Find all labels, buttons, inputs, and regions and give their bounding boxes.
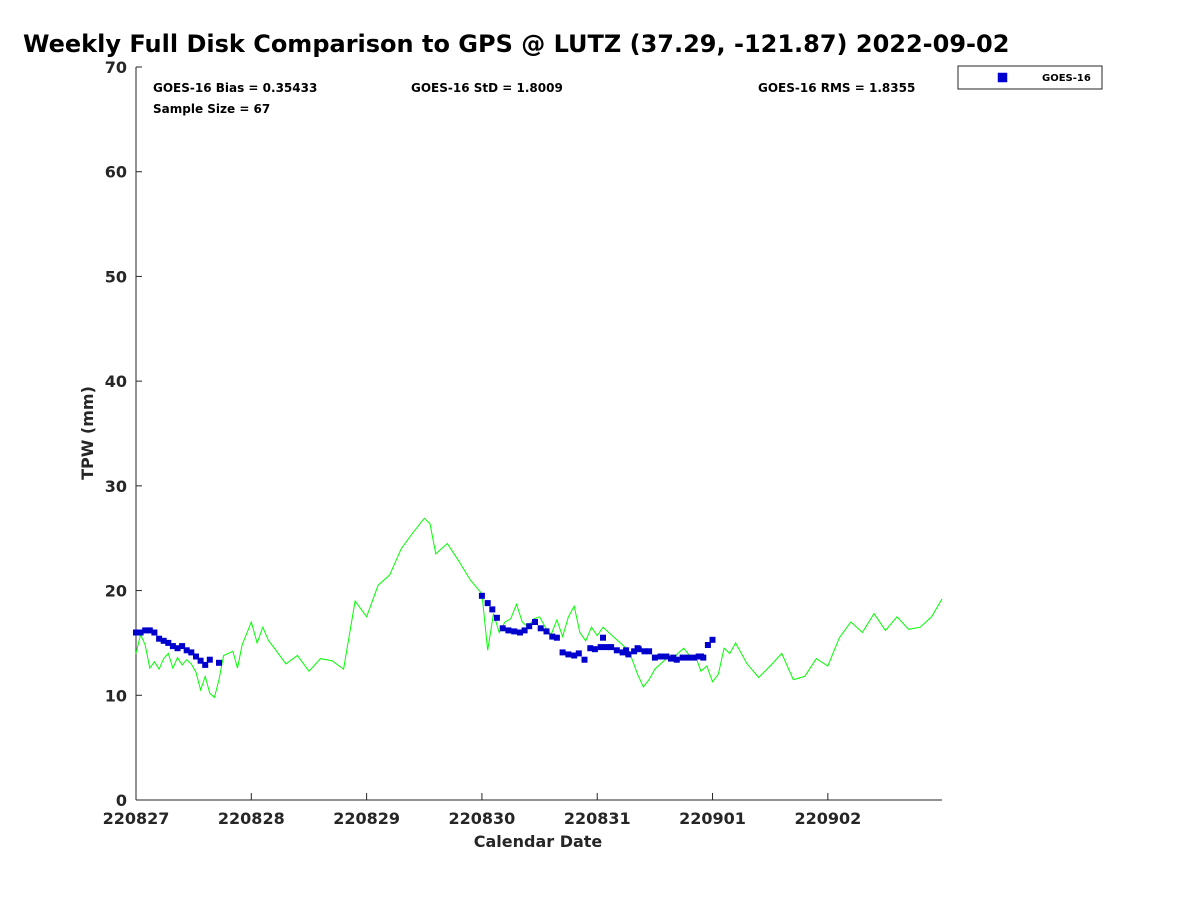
- goes16-point: [571, 652, 578, 659]
- goes16-point: [709, 636, 716, 643]
- goes16-point: [499, 625, 506, 632]
- goes16-point: [179, 643, 186, 650]
- y-tick-label: 60: [105, 163, 127, 182]
- gps-series: [135, 517, 943, 699]
- goes16-point: [641, 648, 648, 655]
- goes16-point: [169, 643, 176, 650]
- goes16-point: [619, 649, 626, 656]
- goes16-point: [663, 653, 670, 660]
- goes16-point: [587, 645, 594, 652]
- goes16-point: [193, 653, 199, 660]
- goes16-point: [537, 625, 544, 632]
- goes16-point: [511, 628, 518, 635]
- goes16-point: [521, 627, 528, 634]
- rms-stat: GOES-16 RMS = 1.8355: [758, 81, 915, 95]
- goes16-point: [216, 659, 222, 666]
- x-tick-label: 220828: [218, 809, 285, 828]
- goes16-point: [603, 644, 610, 651]
- x-tick-label: 220830: [449, 809, 516, 828]
- goes16-point: [478, 592, 485, 599]
- x-axis-label: Calendar Date: [474, 832, 603, 851]
- goes16-point: [623, 647, 630, 654]
- y-axis-label: TPW (mm): [78, 386, 97, 480]
- gps-series-line: [135, 517, 943, 699]
- goes16-point: [591, 646, 598, 653]
- legend-marker: [997, 72, 1008, 83]
- goes16-point: [484, 600, 491, 607]
- goes16-point: [597, 644, 604, 651]
- goes16-point: [174, 645, 181, 652]
- goes16-point: [600, 634, 606, 641]
- y-tick-label: 70: [105, 58, 127, 77]
- goes16-point: [685, 654, 692, 661]
- goes16-point: [608, 644, 615, 651]
- legend: GOES-16: [957, 65, 1103, 90]
- goes16-point: [673, 656, 680, 663]
- goes16-point: [160, 637, 167, 644]
- y-tick-label: 10: [105, 686, 127, 705]
- goes16-point: [183, 647, 190, 654]
- goes16-point: [634, 645, 641, 652]
- goes16-point: [489, 606, 496, 613]
- goes16-point: [646, 648, 653, 655]
- bias-stat: GOES-16 Bias = 0.35433: [153, 81, 317, 95]
- y-tick-label: 20: [105, 582, 127, 601]
- plot-area: [135, 67, 942, 801]
- goes16-point: [206, 656, 213, 663]
- goes16-point: [704, 642, 711, 648]
- goes16-point: [197, 657, 204, 664]
- goes16-point: [505, 627, 512, 634]
- goes16-point: [679, 654, 686, 661]
- goes16-point: [156, 635, 163, 642]
- x-tick-label: 220827: [103, 809, 170, 828]
- goes16-point: [165, 639, 172, 646]
- goes16-series: [133, 592, 716, 668]
- goes16-point: [625, 651, 632, 658]
- y-tick-label: 0: [116, 791, 127, 810]
- goes16-point: [202, 661, 209, 668]
- goes16-point: [670, 654, 677, 661]
- legend-label: GOES-16: [1042, 73, 1091, 84]
- goes16-point: [698, 653, 704, 660]
- y-tick-label: 50: [105, 267, 127, 286]
- legend-box: [957, 65, 1103, 90]
- goes16-point: [146, 627, 153, 634]
- goes16-point: [613, 647, 620, 654]
- goes16-point: [493, 614, 500, 621]
- goes16-point: [559, 649, 566, 656]
- goes16-point: [142, 627, 149, 634]
- chart-title: Weekly Full Disk Comparison to GPS @ LUT…: [23, 30, 1010, 58]
- goes16-point: [133, 629, 139, 636]
- x-ticks: 220827 220828 220829 220830 220831 220901 2209…: [103, 793, 861, 828]
- goes16-point: [526, 623, 533, 630]
- goes16-point: [553, 634, 560, 641]
- x-tick-label: 220902: [794, 809, 861, 828]
- goes16-point: [549, 633, 556, 640]
- y-ticks: 0 10 20 30 40 50 60 70: [105, 58, 142, 810]
- goes16-point: [565, 651, 572, 658]
- y-tick-label: 30: [105, 477, 127, 496]
- y-tick-label: 40: [105, 372, 127, 391]
- goes16-point: [581, 656, 588, 663]
- goes16-point: [137, 629, 144, 636]
- std-stat: GOES-16 StD = 1.8009: [411, 81, 563, 95]
- goes16-point: [691, 654, 698, 661]
- goes16-point: [657, 653, 664, 660]
- x-tick-label: 220831: [564, 809, 631, 828]
- goes16-point: [575, 650, 582, 657]
- goes16-point: [517, 629, 523, 636]
- goes16-point: [631, 648, 638, 655]
- x-tick-label: 220829: [333, 809, 400, 828]
- sample-size-stat: Sample Size = 67: [153, 102, 270, 116]
- goes16-point: [151, 629, 158, 636]
- goes16-point: [543, 628, 550, 635]
- goes16-point: [651, 654, 658, 661]
- goes16-point: [532, 619, 538, 625]
- goes16-point: [188, 649, 195, 656]
- x-tick-label: 220901: [679, 809, 746, 828]
